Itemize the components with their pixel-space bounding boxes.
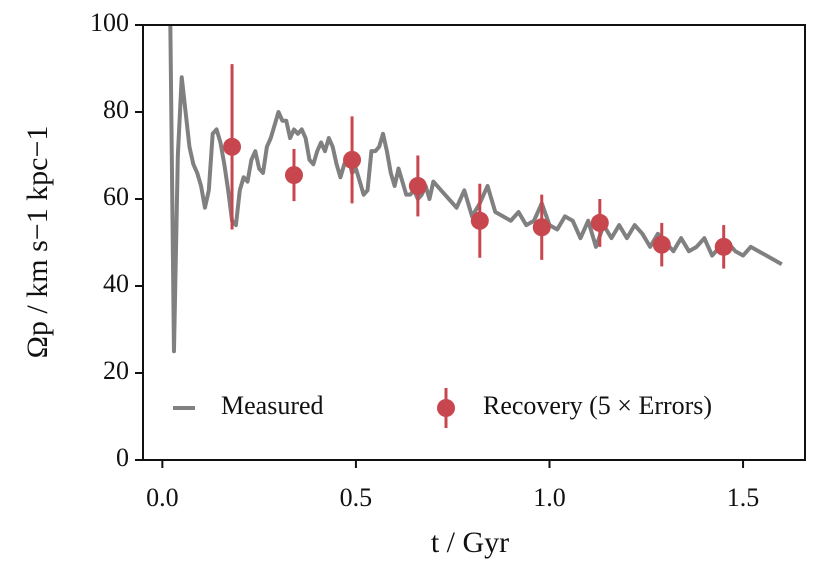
recovery-point xyxy=(590,213,609,232)
y-tick-label: 0 xyxy=(116,443,129,472)
y-tick-label: 100 xyxy=(90,8,129,37)
recovery-point xyxy=(532,218,551,237)
x-tick-label: 0.0 xyxy=(146,483,179,512)
legend-label: Recovery (5 × Errors) xyxy=(483,391,712,420)
recovery-point xyxy=(223,137,242,156)
y-axis-label: Ωp / km s−1 kpc−1 xyxy=(21,126,54,359)
recovery-point xyxy=(343,150,362,169)
y-tick-label: 20 xyxy=(103,356,129,385)
x-tick-label: 1.0 xyxy=(533,483,566,512)
axes-frame xyxy=(142,24,806,461)
recovery-point xyxy=(652,235,671,254)
recovery-point xyxy=(470,211,489,230)
legend-marker xyxy=(437,399,455,417)
recovery-point xyxy=(714,237,733,256)
y-tick-label: 60 xyxy=(103,182,129,211)
recovery-point xyxy=(408,176,427,195)
x-axis-label: t / Gyr xyxy=(431,526,509,559)
recovery-point xyxy=(284,166,303,185)
x-tick-label: 1.5 xyxy=(727,483,760,512)
y-tick-label: 80 xyxy=(103,95,129,124)
measured-line xyxy=(168,25,783,354)
y-tick-label: 40 xyxy=(103,269,129,298)
legend-label: Measured xyxy=(221,391,324,420)
x-tick-label: 0.5 xyxy=(340,483,373,512)
plot-area xyxy=(168,25,783,354)
